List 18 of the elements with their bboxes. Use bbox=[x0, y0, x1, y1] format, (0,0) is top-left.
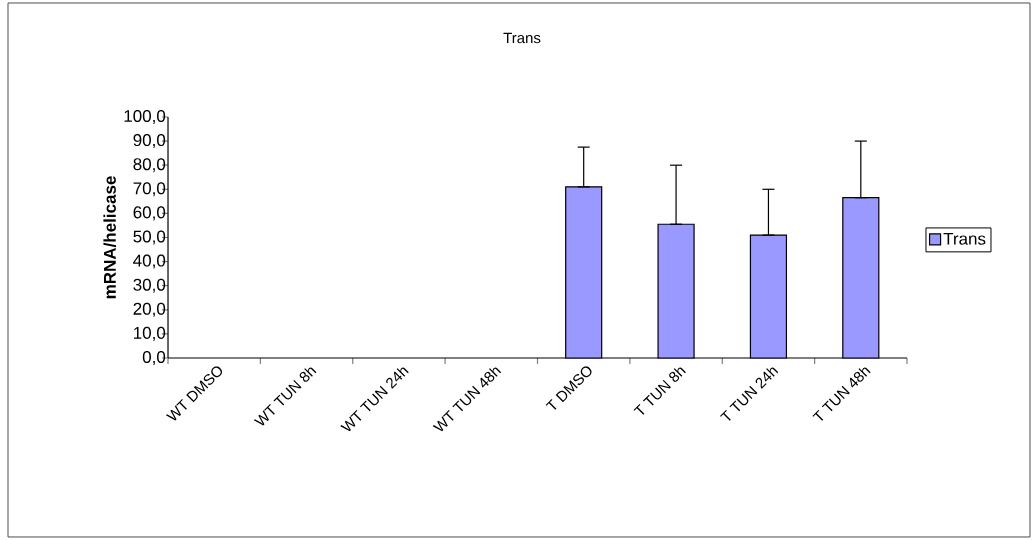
x-tick-label: WT TUN 24h bbox=[340, 367, 409, 432]
chart-title: Trans bbox=[503, 32, 541, 44]
y-axis-title: mRNA/helicase bbox=[103, 176, 117, 299]
y-tick-label: 40,0 bbox=[133, 254, 166, 269]
x-tick-label: WT TUN 48h bbox=[432, 367, 502, 432]
y-tick-label: 30,0 bbox=[133, 278, 166, 293]
y-tick-label: 100,0 bbox=[124, 109, 166, 124]
y-tick-label: 50,0 bbox=[133, 230, 166, 245]
y-tick-label: 10,0 bbox=[134, 326, 166, 341]
y-tick-label: 20,0 bbox=[133, 302, 166, 317]
y-tick-label: 0,0 bbox=[142, 350, 166, 366]
x-tick-label: T TUN 24h bbox=[720, 367, 779, 421]
y-tick-label: 80,0 bbox=[133, 158, 166, 173]
y-tick-label: 70,0 bbox=[133, 182, 166, 197]
legend-label: Trans bbox=[943, 232, 986, 245]
y-tick-label: 60,0 bbox=[133, 206, 166, 221]
x-tick-label: T TUN 48h bbox=[812, 367, 871, 421]
y-tick-label: 90,0 bbox=[133, 134, 166, 149]
